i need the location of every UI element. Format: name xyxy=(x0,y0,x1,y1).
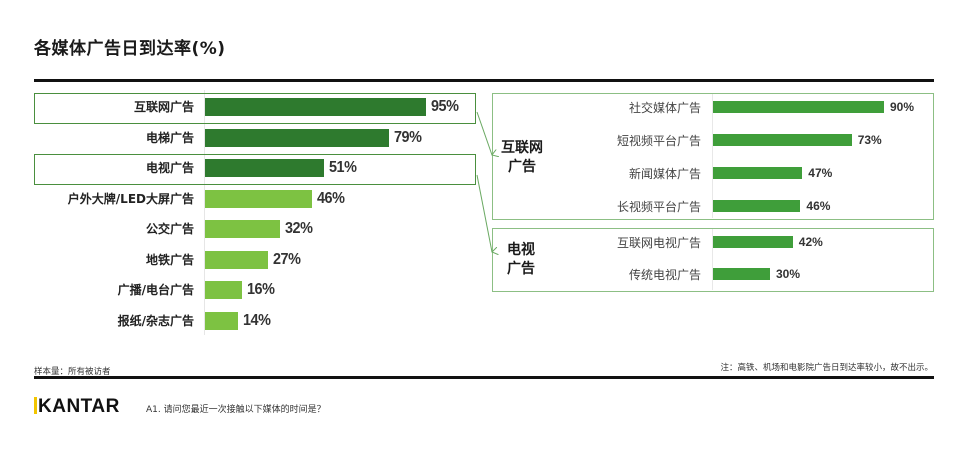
bar-value-label: 32% xyxy=(284,220,313,237)
bar-value-label: 51% xyxy=(328,159,357,176)
bar-label: 户外大牌/LED大屏广告 xyxy=(67,191,194,206)
main-chart-axis xyxy=(204,90,205,335)
panel-title: 电视 广告 xyxy=(507,242,535,277)
bar xyxy=(205,250,268,269)
highlight-box-internet xyxy=(34,93,476,124)
bar-value-label: 95% xyxy=(431,98,459,115)
bar xyxy=(205,98,427,116)
sub-bar-value-label: 73% xyxy=(857,133,882,147)
sub-bar xyxy=(713,167,803,179)
connector-arrow-tv xyxy=(476,174,492,252)
sub-bar-value-label: 90% xyxy=(890,100,915,114)
panel-title: 互联网 广告 xyxy=(501,140,543,175)
sub-bar xyxy=(713,200,801,212)
bar-label: 广播/电台广告 xyxy=(117,283,194,297)
bottom-divider xyxy=(34,376,934,379)
panel-axis xyxy=(712,229,713,290)
sub-bar-label: 长视频平台广告 xyxy=(616,200,701,214)
bar xyxy=(205,189,313,208)
bar xyxy=(205,220,280,238)
sub-bar-value-label: 47% xyxy=(808,166,833,180)
sub-bar-label: 短视频平台广告 xyxy=(616,134,701,148)
kantar-accent-bar xyxy=(34,397,37,414)
sub-bar-value-label: 42% xyxy=(798,235,823,249)
bar-label: 地铁广告 xyxy=(145,252,194,267)
sub-bar xyxy=(713,134,852,146)
panel-axis xyxy=(712,94,713,218)
bar xyxy=(205,159,324,177)
exclusion-note: 注：高铁、机场和电影院广告日到达率较小，故不出示。 xyxy=(720,363,933,373)
sub-bar-label: 传统电视广告 xyxy=(628,268,701,282)
bar-label: 报纸/杂志广告 xyxy=(117,313,194,328)
bar-value-label: 16% xyxy=(247,281,275,298)
chart-title: 各媒体广告日到达率(%) xyxy=(34,39,226,59)
sample-size-note: 样本量：所有被访者 xyxy=(34,367,111,377)
sub-bar xyxy=(713,236,793,248)
bar xyxy=(205,128,390,147)
top-divider xyxy=(34,79,934,82)
sub-bar-label: 新闻媒体广告 xyxy=(628,167,701,181)
bar-label: 互联网广告 xyxy=(133,100,194,114)
kantar-logo: KANTAR xyxy=(34,396,120,418)
sub-bar-label: 社交媒体广告 xyxy=(628,101,701,115)
connector-arrow-internet xyxy=(476,111,492,155)
bar-value-label: 14% xyxy=(242,311,271,329)
highlight-box-tv xyxy=(34,154,476,185)
bar-label: 电视广告 xyxy=(145,161,194,175)
internet-ad-breakdown-panel: 互联网 广告 xyxy=(492,93,934,220)
sub-bar-label: 互联网电视广告 xyxy=(616,236,701,250)
sub-bar xyxy=(713,101,884,113)
bar-value-label: 79% xyxy=(394,128,422,146)
bar xyxy=(205,311,238,330)
sub-bar-value-label: 30% xyxy=(776,267,801,281)
bar-label: 电梯广告 xyxy=(145,130,194,145)
sub-bar-value-label: 46% xyxy=(806,199,831,213)
bar-value-label: 46% xyxy=(317,189,345,207)
survey-question: A1. 请问您最近一次接触以下媒体的时间是？ xyxy=(146,405,326,415)
bar-label: 公交广告 xyxy=(145,222,194,236)
bar-value-label: 27% xyxy=(272,250,301,268)
sub-bar xyxy=(713,268,770,280)
bar xyxy=(205,281,243,299)
